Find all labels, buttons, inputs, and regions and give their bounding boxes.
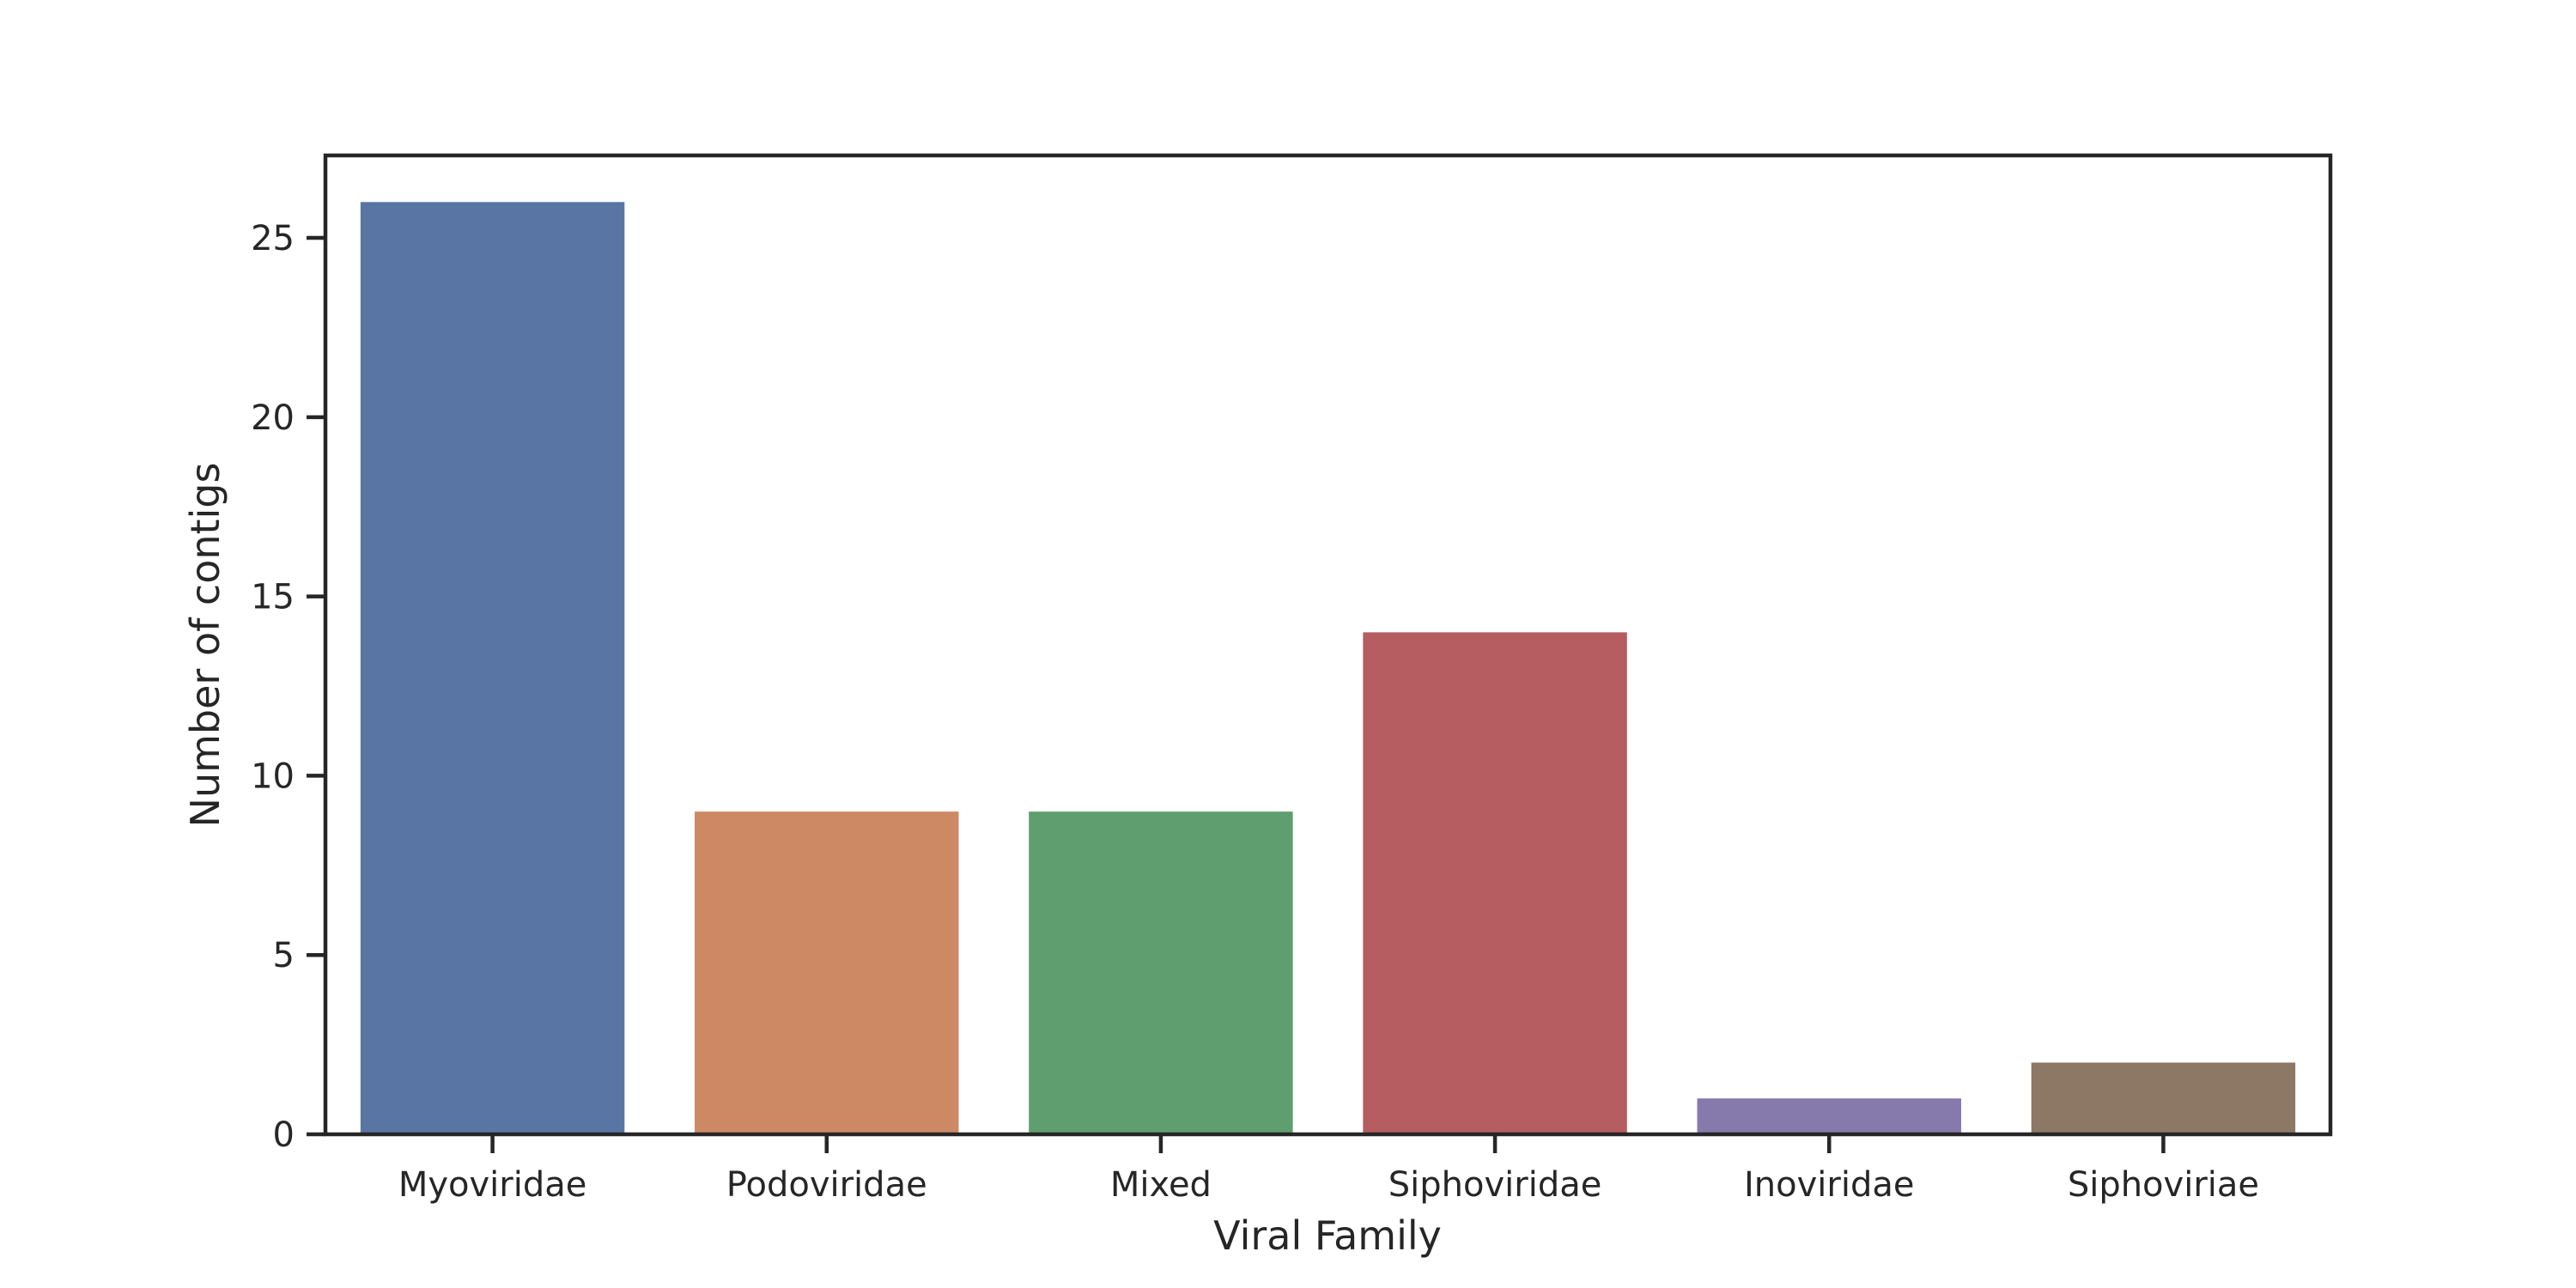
y-tick-label: 0 <box>273 1115 295 1155</box>
y-tick-label: 20 <box>251 398 295 438</box>
bars-layer <box>360 202 2296 1134</box>
x-tick-label: Myoviridae <box>398 1165 587 1205</box>
bar-mixed <box>1029 811 1293 1134</box>
ticks-layer: Myoviridae Podoviridae Mixed Siphoviridae In… <box>251 219 2259 1205</box>
bar-podoviridae <box>695 811 959 1134</box>
x-axis-label: Viral Family <box>1213 1212 1442 1259</box>
bar-inoviridae <box>1697 1098 1961 1134</box>
x-tick-label: Mixed <box>1110 1165 1212 1205</box>
plot-frame <box>323 153 2333 1137</box>
bar-siphoviridae <box>1363 632 1627 1134</box>
y-tick-label: 10 <box>251 756 295 796</box>
x-tick-label: Siphoviriae <box>2068 1165 2259 1205</box>
x-tick-label: Podoviridae <box>726 1165 927 1205</box>
y-axis-label: Number of contigs <box>182 463 228 828</box>
y-tick-label: 25 <box>251 219 295 258</box>
y-tick-label: 15 <box>251 578 295 617</box>
y-tick-label: 5 <box>273 936 295 975</box>
bar-siphoviriae <box>2031 1062 2296 1134</box>
x-tick-label: Siphoviridae <box>1388 1165 1602 1205</box>
x-tick-label: Inoviridae <box>1744 1165 1914 1205</box>
bar-myoviridae <box>360 202 625 1134</box>
